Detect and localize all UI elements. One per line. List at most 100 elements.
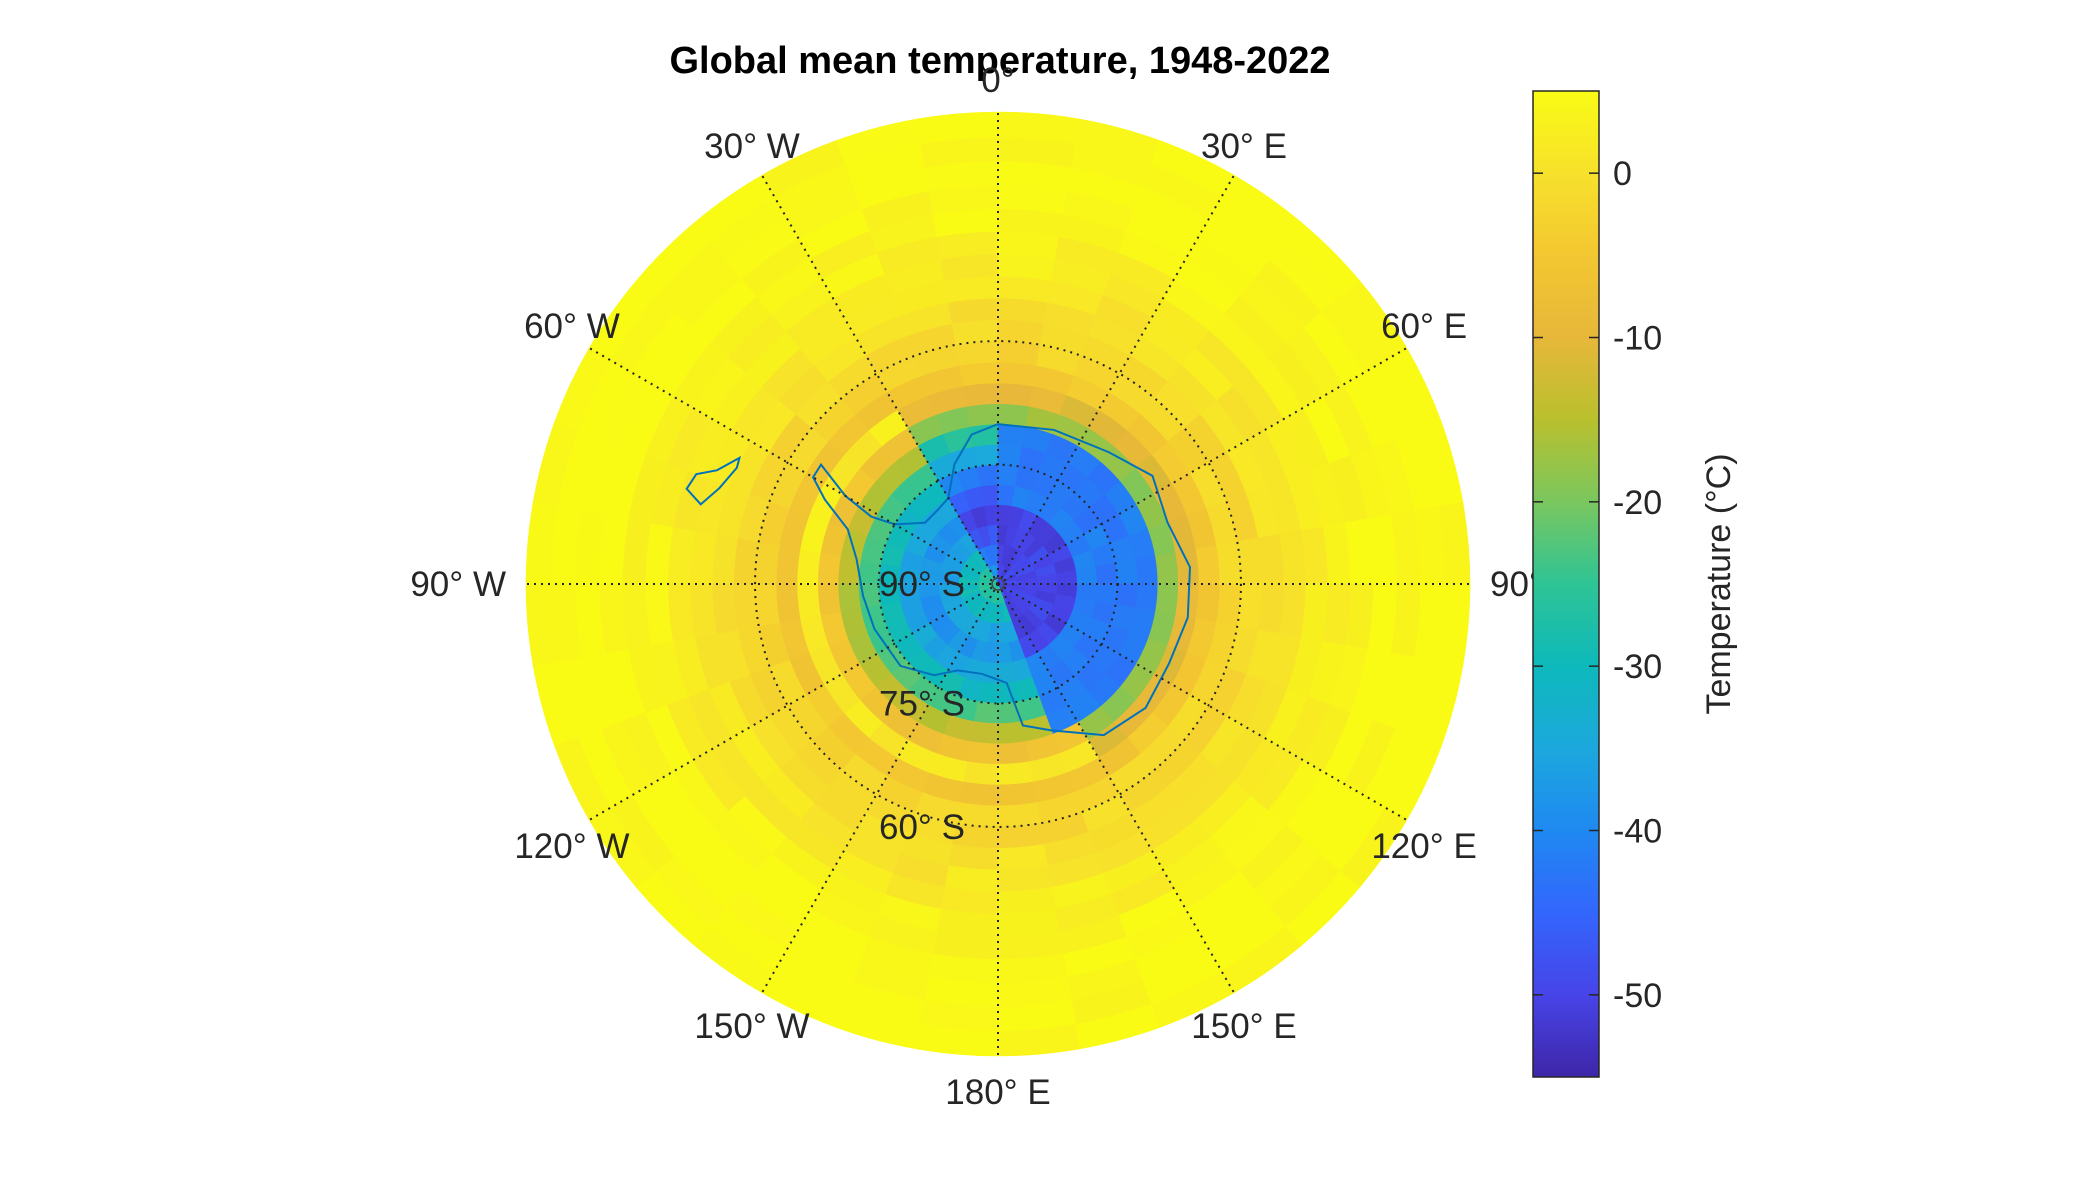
temperature-field xyxy=(525,111,1471,1057)
longitude-label: 90° W xyxy=(410,565,506,604)
temperature-cell xyxy=(689,530,717,585)
temperature-cell xyxy=(1115,559,1138,585)
temperature-cell xyxy=(951,319,999,346)
longitude-label: 30° W xyxy=(704,127,800,166)
temperature-cell xyxy=(711,534,739,585)
longitude-line xyxy=(761,174,999,585)
south-america-coastline xyxy=(685,455,742,506)
temperature-cell xyxy=(948,297,999,325)
temperature-cell xyxy=(1236,537,1263,585)
colorbar-tick-label: -40 xyxy=(1613,813,1662,851)
longitude-line xyxy=(997,347,1408,585)
temperature-cell xyxy=(997,822,1045,849)
longitude-label: 30° E xyxy=(1201,127,1287,166)
temperature-cell xyxy=(997,382,1034,407)
temperature-cell xyxy=(948,843,999,871)
temperature-cell xyxy=(817,552,841,585)
temperature-cell xyxy=(973,701,999,724)
temperature-cell xyxy=(966,741,999,765)
latitude-label: 90° S xyxy=(879,565,965,604)
temperature-cell xyxy=(754,583,780,627)
longitude-label: 150° W xyxy=(694,1007,809,1046)
longitude-line xyxy=(588,583,999,821)
temperature-cell xyxy=(969,423,999,447)
latitude-circle xyxy=(754,340,1242,828)
longitude-line xyxy=(761,583,999,994)
chart-title: Global mean temperature, 1948-2022 xyxy=(669,40,1330,82)
longitude-line xyxy=(588,347,999,585)
temperature-cell xyxy=(1195,545,1221,585)
temperature-cell xyxy=(775,545,801,585)
temperature-cell xyxy=(962,761,999,786)
temperature-cell xyxy=(775,583,801,623)
temperature-cell xyxy=(796,583,821,620)
longitude-label: 180° E xyxy=(945,1073,1050,1112)
temperature-cell xyxy=(944,865,999,893)
temperature-cell xyxy=(955,340,999,366)
temperature-cell xyxy=(858,559,881,585)
temperature-cell xyxy=(997,361,1037,387)
temperature-cell xyxy=(962,382,999,407)
temperature-cell xyxy=(997,297,1048,325)
temperature-cell xyxy=(997,1023,1081,1057)
colorbar-tick-label: -30 xyxy=(1613,648,1662,686)
temperature-cell xyxy=(1195,583,1221,623)
colorbar-label: Temperature (°C) xyxy=(1700,453,1738,714)
temperature-cell xyxy=(997,275,1052,303)
temperature-cell xyxy=(997,843,1048,871)
longitude-label: 0° xyxy=(981,61,1014,100)
temperature-cell xyxy=(711,583,739,634)
temperature-cell xyxy=(1216,541,1242,585)
colorbar-gradient xyxy=(1532,90,1600,1078)
temperature-cell xyxy=(997,781,1037,807)
colorbar-tick-label: -50 xyxy=(1613,977,1662,1015)
temperature-cell xyxy=(966,403,999,427)
longitude-line xyxy=(997,583,1235,994)
longitude-line xyxy=(997,583,1408,821)
temperature-cell xyxy=(1279,583,1307,638)
graticule xyxy=(526,112,1470,1056)
temperature-cell xyxy=(997,319,1045,346)
temperature-cell xyxy=(689,583,717,638)
temperature-cell xyxy=(1236,583,1263,631)
longitude-label: 120° W xyxy=(514,827,629,866)
temperature-cell xyxy=(997,741,1030,765)
longitude-label: 60° E xyxy=(1381,307,1467,346)
temperature-cell xyxy=(1135,583,1159,613)
temperature-cell xyxy=(1279,530,1307,585)
latitude-label: 60° S xyxy=(879,808,965,847)
temperature-cell xyxy=(959,361,999,387)
longitude-label: 120° E xyxy=(1371,827,1476,866)
temperature-cell xyxy=(959,781,999,807)
longitude-label: 60° W xyxy=(524,307,620,346)
latitude-label: 75° S xyxy=(879,684,965,723)
temperature-cell xyxy=(997,444,1023,467)
coastlines xyxy=(685,423,1192,737)
temperature-cell xyxy=(973,444,999,467)
longitude-line xyxy=(997,174,1235,585)
temperature-cell xyxy=(997,340,1041,366)
colorbar-tick-label: -20 xyxy=(1613,484,1662,522)
temperature-cell xyxy=(997,761,1034,786)
temperature-cell xyxy=(733,537,760,585)
pole-marker xyxy=(991,577,1005,591)
temperature-cell xyxy=(817,583,841,616)
temperature-cell xyxy=(1095,562,1118,585)
temperature-cell xyxy=(1175,548,1200,585)
temperature-cell xyxy=(1115,583,1138,609)
temperature-cell xyxy=(944,275,999,303)
temperature-cell xyxy=(733,583,760,631)
temperature-cell xyxy=(1257,534,1285,585)
temperature-cell xyxy=(997,403,1030,427)
colorbar-tick-label: 0 xyxy=(1613,155,1632,193)
temperature-cell xyxy=(997,721,1027,745)
colorbar: 0 -10 -20 -30 -40 -50 Temperature (°C) xyxy=(1532,90,1738,1078)
temperature-cell xyxy=(1135,555,1159,585)
temperature-cell xyxy=(837,583,861,613)
temperature-cell xyxy=(976,464,999,487)
temperature-cell xyxy=(1257,583,1285,634)
antarctica-coastline xyxy=(811,423,1192,737)
